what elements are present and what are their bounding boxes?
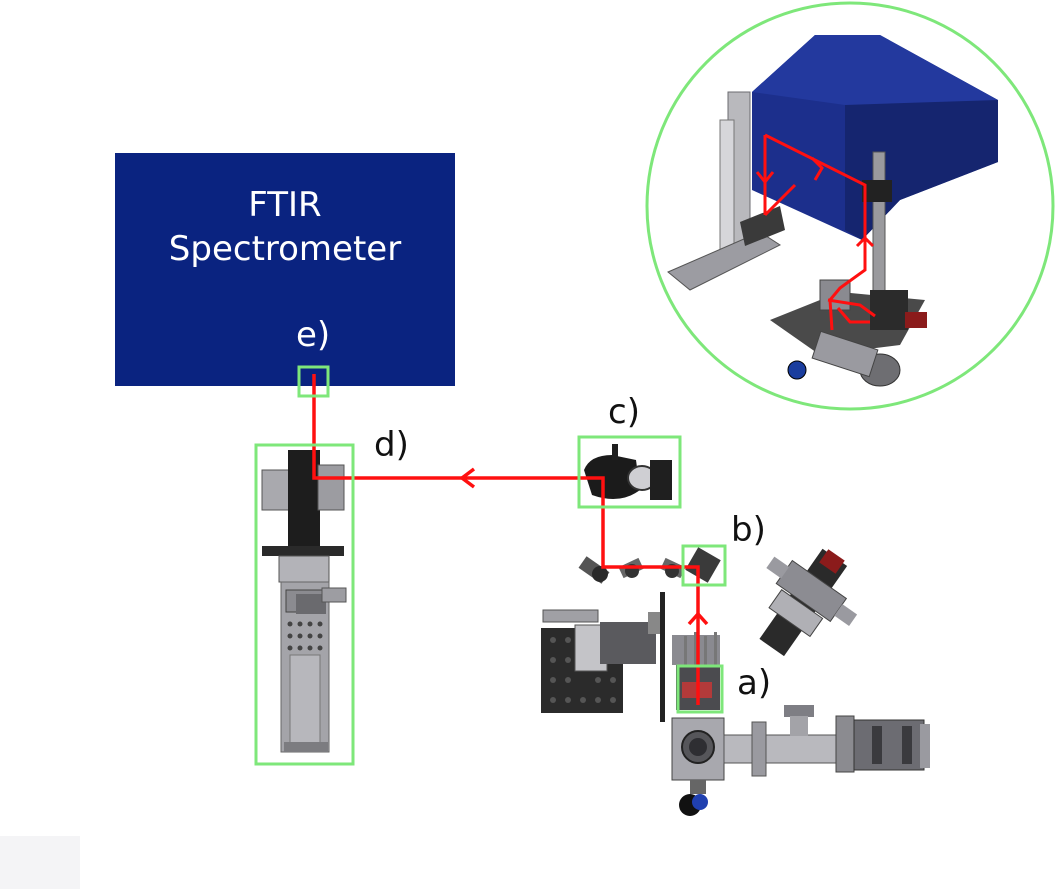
label-c: c) (608, 392, 640, 432)
inset-base-rail (667, 231, 782, 291)
label-e: e) (296, 315, 331, 355)
mirror-mount-c (584, 444, 672, 500)
highlight-box-c (577, 435, 682, 509)
highlight-box-d (254, 443, 355, 766)
inset-arrow-left (810, 156, 824, 181)
label-d: d) (374, 425, 409, 465)
stage-assembly-d (261, 450, 347, 753)
label-a: a) (737, 663, 772, 703)
corner-tile (0, 836, 80, 889)
beam-line (312, 374, 700, 705)
ftir-title-line1: FTIR (248, 185, 322, 225)
inset-beam-a (764, 133, 867, 331)
ftir-title-line2: Spectrometer (168, 229, 402, 269)
highlight-box-a (676, 664, 724, 714)
ftir-spectrometer-box: FTIR Spectrometer (115, 153, 455, 386)
label-b: b) (731, 510, 766, 550)
beam-path (312, 374, 709, 705)
mount-plate-d (262, 546, 344, 556)
highlight-box-e (297, 365, 330, 398)
side-tube (723, 734, 845, 764)
inset-arrow-up (855, 235, 875, 248)
highlight-box-b (681, 544, 727, 587)
gauge-head (853, 719, 925, 771)
inset-arrow-down (755, 171, 775, 185)
beam-arrow-left (459, 467, 476, 489)
inset-post (872, 151, 886, 293)
beam-arrow-up (687, 611, 709, 626)
inset-3d-view (645, 1, 1055, 411)
inset-blue-knob (787, 360, 807, 380)
inset-post-clamp (862, 180, 892, 202)
chamber-assembly-a (541, 592, 930, 816)
angled-optics-stack (759, 548, 858, 657)
